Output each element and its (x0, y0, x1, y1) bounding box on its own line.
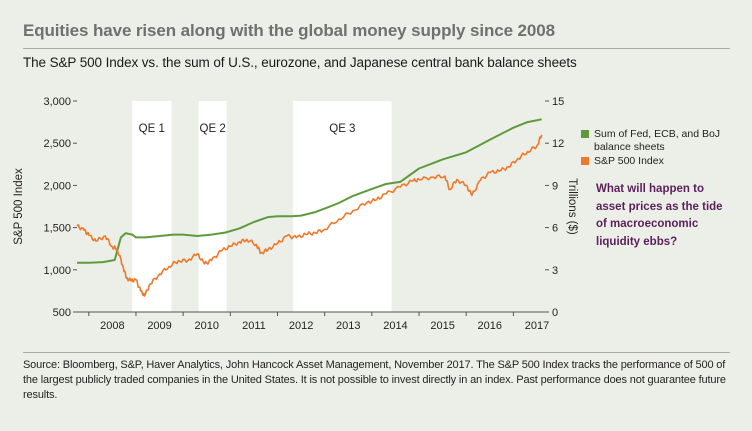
x-tick-label: 2008 (100, 320, 124, 332)
callout-question: What will happen to asset prices as the … (596, 183, 723, 248)
x-tick-label: 2009 (147, 320, 171, 332)
qe-label-3: QE 3 (329, 123, 355, 135)
y-left-tick-label: 2,000 (43, 180, 71, 192)
x-tick-label: 2016 (478, 320, 502, 332)
y-left-tick-label: 3,000 (43, 96, 71, 108)
qe-label-1: QE 1 (139, 123, 165, 135)
y-left-tick-label: 1,000 (43, 265, 71, 277)
legend-item-sp500: S&P 500 Index (581, 155, 734, 168)
qe-shade-2 (198, 101, 227, 312)
y-right-tick-label: 3 (552, 265, 558, 277)
legend-swatch-green (581, 130, 589, 138)
series-line-sp500 (76, 134, 543, 297)
legend-label-balance: Sum of Fed, ECB, and BoJ balance sheets (594, 128, 721, 153)
x-tick-label: 2010 (194, 320, 218, 332)
legend-swatch-orange (581, 157, 589, 165)
y-left-tick-label: 1,500 (43, 223, 71, 235)
y-left-tick-label: 2,500 (43, 138, 71, 150)
y-right-tick-label: 9 (552, 180, 558, 192)
x-tick-label: 2012 (289, 320, 313, 332)
qe-shade-3 (293, 101, 392, 312)
y-left-axis-title: S&P 500 Index (13, 168, 25, 245)
chart-subtitle: The S&P 500 Index vs. the sum of U.S., e… (23, 55, 577, 70)
x-tick-label: 2013 (336, 320, 360, 332)
y-right-tick-label: 15 (552, 96, 564, 108)
x-tick-label: 2015 (430, 320, 454, 332)
source-note: Source: Bloomberg, S&P, Haver Analytics,… (23, 359, 726, 401)
legend-item-balance: Sum of Fed, ECB, and BoJ balance sheets (581, 128, 734, 153)
y-left-tick-label: 500 (53, 307, 71, 319)
qe-shade-1 (132, 101, 172, 312)
y-right-axis-title: Trillions ($) (566, 178, 578, 235)
source-divider (23, 352, 730, 353)
y-right-tick-label: 6 (552, 223, 558, 235)
chart-title: Equities have risen along with the globa… (23, 21, 555, 40)
legend-label-sp500: S&P 500 Index (594, 155, 664, 167)
x-tick-label: 2014 (383, 320, 407, 332)
title-divider (23, 48, 730, 49)
x-tick-label: 2017 (525, 320, 549, 332)
y-right-tick-label: 12 (552, 138, 564, 150)
y-right-tick-label: 0 (552, 307, 558, 319)
series-line-balance-sheets (77, 118, 542, 264)
qe-label-2: QE 2 (200, 123, 226, 135)
x-tick-label: 2011 (242, 320, 266, 332)
